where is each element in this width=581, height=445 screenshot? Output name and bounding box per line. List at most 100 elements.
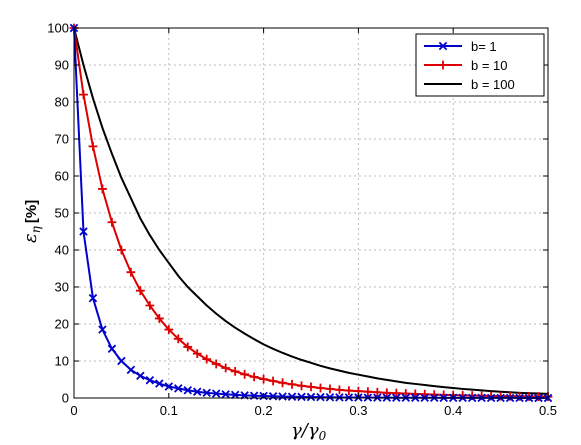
data-point-marker — [135, 286, 145, 296]
y-axis-label-subscript: η — [29, 225, 43, 233]
data-point-marker — [98, 184, 107, 194]
data-point-marker — [107, 217, 117, 227]
y-tick-label: 70 — [55, 132, 69, 147]
data-point-marker — [382, 388, 392, 398]
data-point-marker — [524, 392, 534, 401]
data-point-marker — [259, 374, 268, 384]
data-point-marker — [192, 349, 202, 358]
data-point-marker — [183, 342, 193, 352]
y-axis-label-symbol: ε — [20, 233, 41, 243]
x-axis-label-gamma: γ — [291, 420, 302, 440]
legend-marker-plus — [438, 60, 448, 70]
y-tick-label: 20 — [55, 317, 69, 332]
x-axis-label-denominator: /γ — [300, 420, 319, 440]
data-point-marker — [211, 359, 221, 369]
data-point-marker — [107, 344, 117, 354]
data-point-marker — [155, 379, 164, 388]
data-point-marker — [325, 393, 335, 402]
data-point-marker — [297, 392, 306, 402]
data-point-marker — [344, 393, 354, 402]
legend-label: b = 100 — [471, 77, 515, 92]
data-point-marker — [98, 325, 107, 334]
data-point-marker — [325, 384, 335, 394]
data-point-marker — [335, 393, 344, 402]
data-point-marker — [126, 365, 136, 375]
data-point-marker — [230, 366, 240, 376]
data-point-marker — [117, 356, 126, 366]
data-point-marker — [221, 363, 231, 373]
x-tick-label: 0.1 — [160, 403, 178, 418]
data-point-marker — [268, 376, 278, 386]
data-point-marker — [287, 392, 297, 401]
data-point-marker — [515, 391, 524, 401]
x-tick-label: 0 — [70, 403, 77, 418]
data-point-marker — [88, 293, 98, 303]
data-point-marker — [164, 325, 174, 334]
legend-marker-x — [438, 41, 448, 51]
data-point-marker — [193, 387, 202, 396]
y-tick-label: 100 — [47, 21, 69, 36]
data-point-marker — [278, 378, 287, 388]
data-point-marker — [88, 142, 98, 151]
data-point-marker — [240, 369, 250, 379]
data-point-marker — [221, 390, 230, 399]
data-point-marker — [335, 385, 344, 395]
data-point-marker — [145, 376, 155, 385]
series-line — [73, 27, 549, 395]
data-point-marker — [268, 392, 278, 401]
x-tick-label: 0.4 — [444, 403, 462, 418]
x-axis-label: γ/γ0 — [291, 420, 327, 440]
data-point-marker — [230, 390, 240, 400]
data-point-marker — [249, 372, 259, 382]
y-tick-label: 60 — [55, 169, 69, 184]
data-point-marker — [316, 383, 325, 393]
data-point-marker — [372, 387, 382, 397]
data-point-marker — [363, 387, 373, 397]
x-axis-label-subscript: 0 — [319, 429, 327, 440]
y-tick-label: 90 — [55, 58, 69, 73]
axis-ticks: 0 0.1 0.2 0.3 0.4 0.5 0 10 20 30 40 50 60 70 80 90 100 — [47, 21, 557, 419]
data-point-marker — [154, 314, 164, 323]
data-point-marker — [316, 392, 325, 402]
series-3 — [73, 27, 549, 395]
data-point-marker — [173, 334, 183, 344]
x-tick-label: 0.2 — [255, 403, 273, 418]
y-tick-label: 10 — [55, 354, 69, 369]
data-point-marker — [79, 227, 88, 236]
data-point-marker — [344, 386, 354, 395]
data-point-marker — [79, 90, 88, 99]
x-tick-label: 0.3 — [349, 403, 367, 418]
legend-label: b = 10 — [471, 58, 508, 73]
data-point-marker — [174, 384, 183, 393]
x-tick-label: 0.5 — [539, 403, 557, 418]
data-point-marker — [306, 392, 316, 402]
legend: b= 1 b = 10 b = 100 — [415, 33, 545, 97]
data-point-marker — [287, 379, 297, 389]
legend-entry: b= 1 — [424, 39, 497, 54]
data-point-marker — [183, 385, 192, 395]
y-tick-label: 40 — [55, 243, 69, 258]
legend-label: b= 1 — [471, 39, 497, 54]
data-point-marker — [211, 389, 221, 398]
y-axis-label-unit: [%] — [23, 200, 40, 223]
data-point-marker — [145, 301, 155, 310]
y-tick-label: 30 — [55, 280, 69, 295]
data-point-marker — [534, 392, 543, 401]
data-point-marker — [164, 382, 174, 391]
data-point-marker — [136, 371, 145, 381]
data-point-marker — [297, 381, 306, 391]
y-axis-label: εη [%] — [20, 200, 43, 243]
data-point-marker — [306, 382, 316, 392]
data-point-marker — [117, 245, 126, 255]
data-point-marker — [391, 388, 401, 398]
data-point-marker — [278, 392, 287, 401]
legend-entry: b = 10 — [424, 58, 508, 73]
legend-entry: b = 100 — [424, 77, 515, 92]
data-point-marker — [202, 354, 212, 364]
y-tick-label: 50 — [55, 206, 69, 221]
data-point-marker — [202, 388, 211, 398]
y-tick-label: 80 — [55, 95, 69, 110]
data-point-marker — [126, 267, 136, 277]
